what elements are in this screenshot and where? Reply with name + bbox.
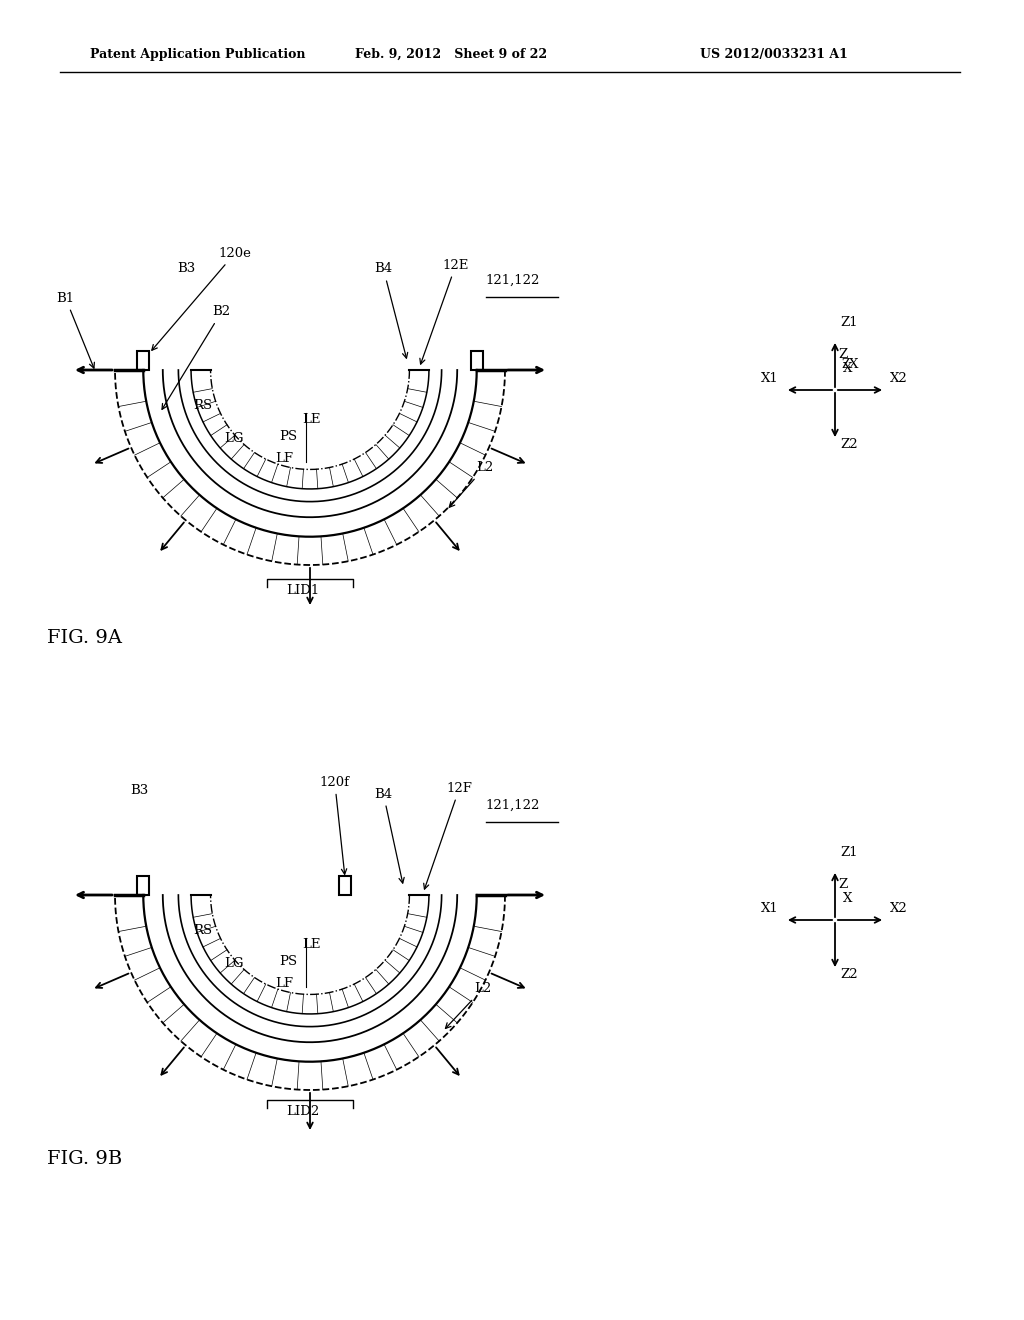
Text: Z: Z (838, 878, 847, 891)
Text: PS: PS (279, 430, 297, 444)
Text: L2: L2 (445, 982, 492, 1028)
Bar (339, 876, 351, 895)
Text: RS: RS (193, 924, 212, 937)
Text: X2: X2 (890, 902, 907, 915)
Text: Z1: Z1 (840, 846, 858, 859)
Text: X: X (849, 358, 858, 371)
Text: 120f: 120f (319, 776, 350, 874)
Text: LE: LE (302, 413, 321, 425)
Text: B2: B2 (162, 305, 230, 409)
Bar (137, 351, 150, 370)
Text: Feb. 9, 2012   Sheet 9 of 22: Feb. 9, 2012 Sheet 9 of 22 (355, 48, 547, 61)
Text: LE: LE (302, 937, 321, 950)
Text: Z: Z (838, 348, 847, 360)
Text: X: X (843, 892, 852, 906)
Text: Patent Application Publication: Patent Application Publication (90, 48, 305, 61)
Text: X2: X2 (890, 372, 907, 385)
Text: B4: B4 (375, 263, 408, 358)
Text: LF: LF (274, 451, 293, 465)
Text: LF: LF (274, 977, 293, 990)
Text: Z1: Z1 (840, 315, 858, 329)
Text: LID1: LID1 (287, 585, 319, 597)
Text: RS: RS (193, 399, 212, 412)
Text: 121,122: 121,122 (485, 799, 540, 812)
Text: 121,122: 121,122 (485, 275, 540, 288)
Text: Z: Z (841, 358, 849, 371)
Text: US 2012/0033231 A1: US 2012/0033231 A1 (700, 48, 848, 61)
Text: B4: B4 (375, 788, 404, 883)
Text: LG: LG (224, 432, 244, 445)
Text: X: X (843, 362, 852, 375)
Text: LID2: LID2 (287, 1105, 319, 1118)
Text: PS: PS (279, 956, 297, 968)
Text: Z2: Z2 (840, 438, 858, 451)
Text: FIG. 9A: FIG. 9A (47, 630, 122, 647)
Bar (137, 876, 150, 895)
Text: 12F: 12F (424, 781, 472, 890)
Text: 120e: 120e (152, 247, 251, 350)
Text: FIG. 9B: FIG. 9B (47, 1150, 122, 1168)
Bar (471, 351, 482, 370)
Text: LG: LG (224, 957, 244, 970)
Text: B3: B3 (177, 263, 196, 276)
Text: X1: X1 (761, 372, 778, 385)
Text: L2: L2 (450, 462, 493, 507)
Text: B1: B1 (56, 292, 94, 368)
Text: 12E: 12E (420, 259, 469, 364)
Text: B3: B3 (131, 784, 148, 796)
Text: Z2: Z2 (840, 968, 858, 981)
Text: X1: X1 (761, 902, 778, 915)
